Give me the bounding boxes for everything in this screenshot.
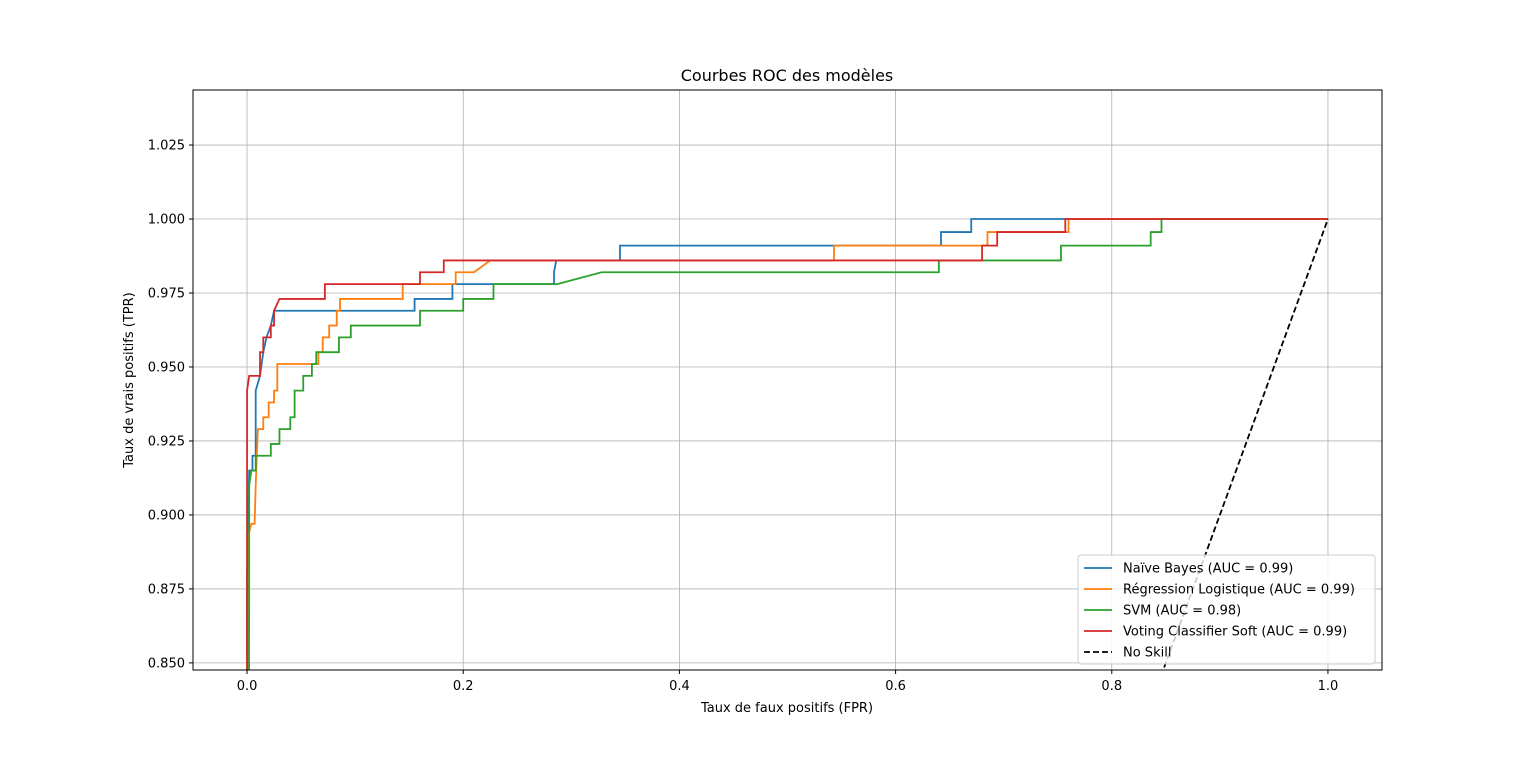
plot-area xyxy=(246,218,1329,670)
y-tick-label: 1.025 xyxy=(148,139,185,154)
legend-label: Voting Classifier Soft (AUC = 0.99) xyxy=(1123,625,1347,640)
legend: Naïve Bayes (AUC = 0.99) Régression Logis… xyxy=(1077,554,1376,665)
y-axis-label: Taux de vrais positifs (TPR) xyxy=(122,292,137,468)
legend-label: Régression Logistique (AUC = 0.99) xyxy=(1123,583,1355,598)
y-tick-label: 1.000 xyxy=(148,213,185,228)
chart-title: Courbes ROC des modèles xyxy=(681,66,894,85)
y-tick-label: 0.900 xyxy=(148,508,185,523)
y-tick-label: 0.950 xyxy=(148,360,185,375)
x-tick-label: 0.2 xyxy=(453,679,474,694)
axes-frame xyxy=(192,89,1383,671)
y-tick-label: 0.925 xyxy=(148,434,185,449)
roc-line xyxy=(246,218,1328,670)
legend-label: Naïve Bayes (AUC = 0.99) xyxy=(1123,562,1293,577)
y-tick-label: 0.975 xyxy=(148,287,185,302)
x-tick-label: 0.8 xyxy=(1101,679,1122,694)
y-tick-label: 0.850 xyxy=(148,656,185,671)
x-tick-label: 0.6 xyxy=(885,679,906,694)
x-tick-label: 0.0 xyxy=(237,679,258,694)
roc-line xyxy=(248,218,1328,670)
y-tick-label: 0.875 xyxy=(148,582,185,597)
x-axis-label: Taux de faux positifs (FPR) xyxy=(700,701,873,716)
legend-label: No Skill xyxy=(1123,646,1171,661)
legend-box xyxy=(1077,554,1376,665)
legend-label: SVM (AUC = 0.98) xyxy=(1123,604,1241,619)
x-tick-label: 0.4 xyxy=(669,679,690,694)
x-tick-label: 1.0 xyxy=(1318,679,1339,694)
